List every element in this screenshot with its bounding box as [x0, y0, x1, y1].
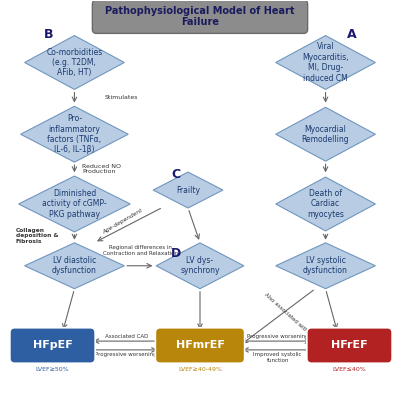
Polygon shape: [276, 243, 375, 289]
Text: Progressive worsening: Progressive worsening: [96, 352, 157, 357]
Text: Improved systolic
function: Improved systolic function: [254, 352, 302, 363]
Text: Frailty: Frailty: [176, 186, 200, 194]
Polygon shape: [156, 243, 244, 289]
Text: A: A: [347, 28, 356, 41]
Text: LVEF≥40-49%: LVEF≥40-49%: [178, 367, 222, 372]
Text: C: C: [172, 168, 181, 180]
Text: Age-dependent: Age-dependent: [101, 208, 143, 236]
Text: LVEF≤40%: LVEF≤40%: [333, 367, 366, 372]
Text: Associated CAD: Associated CAD: [104, 334, 148, 339]
FancyBboxPatch shape: [155, 328, 245, 363]
Text: Stimulates: Stimulates: [104, 95, 138, 100]
Text: D: D: [171, 247, 181, 260]
Text: Reduced NO
Production: Reduced NO Production: [82, 164, 122, 174]
Polygon shape: [25, 36, 124, 89]
Text: Co-morbidities
(e.g. T2DM,
AFib, HT): Co-morbidities (e.g. T2DM, AFib, HT): [46, 48, 102, 77]
Text: B: B: [44, 28, 53, 41]
Text: HFpEF: HFpEF: [33, 340, 72, 350]
Text: Diminished
activity of cGMP-
PKG pathway: Diminished activity of cGMP- PKG pathway: [42, 189, 107, 219]
Text: Also associated with: Also associated with: [263, 292, 308, 333]
Text: Progressive worsening: Progressive worsening: [247, 334, 308, 339]
Text: LV diastolic
dysfunction: LV diastolic dysfunction: [52, 256, 97, 276]
Text: Death of
Cardiac
myocytes: Death of Cardiac myocytes: [307, 189, 344, 219]
FancyBboxPatch shape: [92, 0, 308, 33]
Text: Pro-
inflammatory
factors (TNFα,
IL-6, IL-1β): Pro- inflammatory factors (TNFα, IL-6, I…: [47, 114, 102, 154]
Polygon shape: [276, 107, 375, 161]
Text: Myocardial
Remodelling: Myocardial Remodelling: [302, 124, 349, 144]
Polygon shape: [21, 106, 128, 162]
Text: Collagen
deposition &
Fibrosis: Collagen deposition & Fibrosis: [16, 228, 58, 244]
Polygon shape: [19, 176, 130, 232]
Text: Viral
Myocarditis,
MI, Drug-
induced CM: Viral Myocarditis, MI, Drug- induced CM: [302, 42, 349, 82]
Text: HFrEF: HFrEF: [331, 340, 368, 350]
Text: HFmrEF: HFmrEF: [176, 340, 224, 350]
Polygon shape: [276, 36, 375, 89]
FancyBboxPatch shape: [10, 328, 95, 363]
Text: LV systolic
dysfunction: LV systolic dysfunction: [303, 256, 348, 276]
Polygon shape: [153, 172, 223, 208]
Text: LV dys-
synchrony: LV dys- synchrony: [180, 256, 220, 276]
Polygon shape: [25, 243, 124, 289]
Text: Pathophysiological Model of Heart
Failure: Pathophysiological Model of Heart Failur…: [105, 6, 295, 28]
FancyBboxPatch shape: [307, 328, 392, 363]
Text: Regional differences in
Contraction and Relaxation: Regional differences in Contraction and …: [103, 245, 178, 256]
Polygon shape: [276, 177, 375, 231]
Text: LVEF≥50%: LVEF≥50%: [36, 367, 69, 372]
